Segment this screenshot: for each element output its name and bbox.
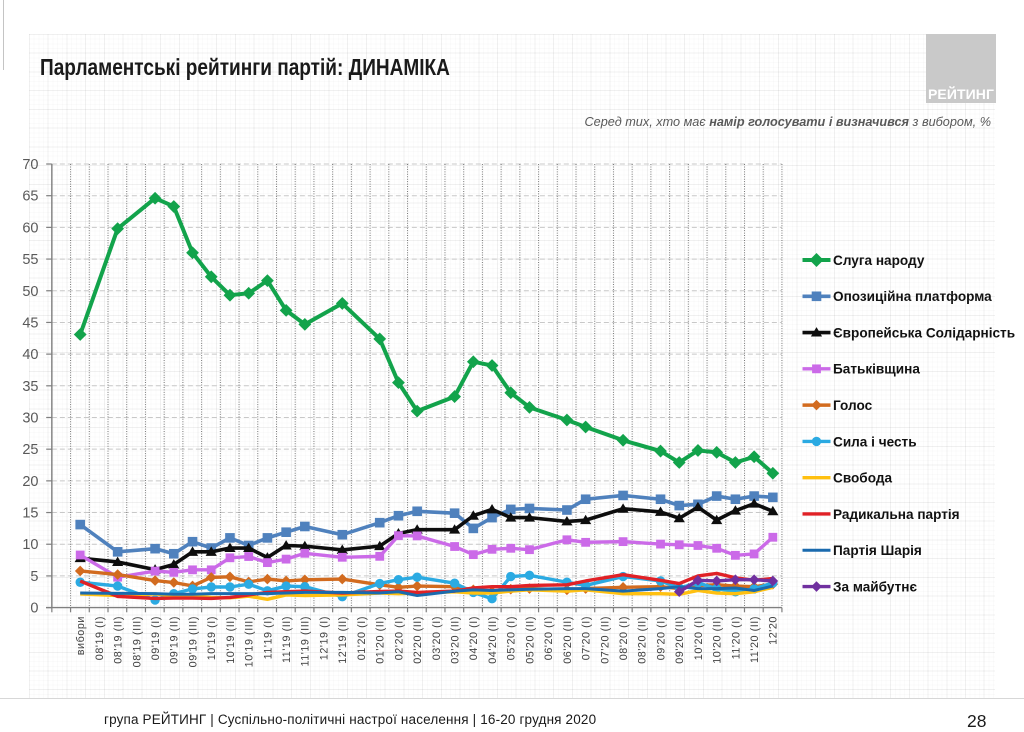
svg-text:07'20 (II): 07'20 (II): [599, 616, 611, 664]
svg-text:вибори: вибори: [75, 616, 87, 655]
svg-text:09'20 (I): 09'20 (I): [655, 616, 667, 660]
svg-text:09'19 (II): 09'19 (II): [169, 616, 181, 664]
svg-text:08'20 (I): 08'20 (I): [618, 616, 630, 660]
svg-text:12'19 (I): 12'19 (I): [318, 616, 330, 660]
svg-text:08'19 (II): 08'19 (II): [113, 616, 125, 664]
svg-text:5: 5: [30, 569, 38, 585]
svg-text:65: 65: [22, 189, 38, 205]
svg-text:Радикальна партія: Радикальна партія: [833, 507, 960, 522]
svg-text:03'20 (I): 03'20 (I): [431, 616, 443, 660]
svg-text:03'20 (II): 03'20 (II): [450, 616, 462, 664]
svg-text:50: 50: [22, 284, 38, 300]
svg-text:12'20: 12'20: [768, 616, 780, 645]
svg-text:02'20 (I): 02'20 (I): [393, 616, 405, 660]
svg-text:0: 0: [30, 601, 38, 617]
svg-text:30: 30: [22, 410, 38, 426]
svg-text:55: 55: [22, 252, 38, 268]
svg-text:02'20 (II): 02'20 (II): [412, 616, 424, 664]
svg-text:08'20 (II): 08'20 (II): [637, 616, 649, 664]
svg-text:06'20 (II): 06'20 (II): [562, 616, 574, 664]
svg-text:Сила і честь: Сила і честь: [833, 434, 917, 449]
svg-text:01'20 (II): 01'20 (II): [375, 616, 387, 664]
svg-text:11'19 (I): 11'19 (I): [262, 616, 274, 659]
svg-text:10'20 (II): 10'20 (II): [712, 616, 724, 664]
svg-text:Свобода: Свобода: [833, 471, 892, 486]
svg-text:Опозиційна платформа: Опозиційна платформа: [833, 289, 992, 304]
svg-text:10'19 (I): 10'19 (I): [206, 616, 218, 660]
svg-text:09'20 (II): 09'20 (II): [674, 616, 686, 664]
svg-text:08'19 (I): 08'19 (I): [94, 616, 106, 660]
svg-text:10: 10: [22, 537, 38, 553]
svg-text:35: 35: [22, 379, 38, 395]
svg-text:09'19 (I): 09'19 (I): [150, 616, 162, 660]
svg-text:08'19 (III): 08'19 (III): [131, 616, 143, 667]
svg-text:11'19 (II): 11'19 (II): [281, 616, 293, 663]
svg-text:Слуга народу: Слуга народу: [833, 253, 925, 268]
svg-text:01'20 (I): 01'20 (I): [356, 616, 368, 660]
svg-text:70: 70: [22, 157, 38, 173]
svg-text:Європейська Солідарність: Європейська Солідарність: [833, 325, 1015, 340]
svg-text:Голос: Голос: [833, 398, 873, 413]
svg-text:40: 40: [22, 347, 38, 363]
svg-text:45: 45: [22, 315, 38, 331]
svg-text:12'19 (II): 12'19 (II): [337, 616, 349, 664]
svg-text:10'19 (II): 10'19 (II): [225, 616, 237, 664]
svg-text:11'20 (I): 11'20 (I): [730, 616, 742, 659]
svg-text:05'20 (II): 05'20 (II): [524, 616, 536, 664]
svg-text:04'20 (II): 04'20 (II): [487, 616, 499, 664]
svg-text:20: 20: [22, 474, 38, 490]
svg-text:10'20 (I): 10'20 (I): [693, 616, 705, 660]
svg-text:Батьківщина: Батьківщина: [833, 362, 920, 377]
svg-text:60: 60: [22, 220, 38, 236]
svg-text:04'20 (I): 04'20 (I): [468, 616, 480, 660]
svg-text:15: 15: [22, 506, 38, 522]
svg-text:06'20 (I): 06'20 (I): [543, 616, 555, 660]
svg-text:09'19 (III): 09'19 (III): [187, 616, 199, 667]
svg-text:25: 25: [22, 442, 38, 458]
svg-text:Партія Шарія: Партія Шарія: [833, 543, 922, 558]
svg-text:10'19 (III): 10'19 (III): [244, 616, 256, 667]
svg-text:За майбутнє: За майбутнє: [833, 579, 917, 594]
svg-text:05'20 (I): 05'20 (I): [506, 616, 518, 660]
svg-text:07'20 (I): 07'20 (I): [581, 616, 593, 660]
svg-text:11'20 (II): 11'20 (II): [749, 616, 761, 663]
svg-text:11'19 (III): 11'19 (III): [300, 616, 312, 667]
